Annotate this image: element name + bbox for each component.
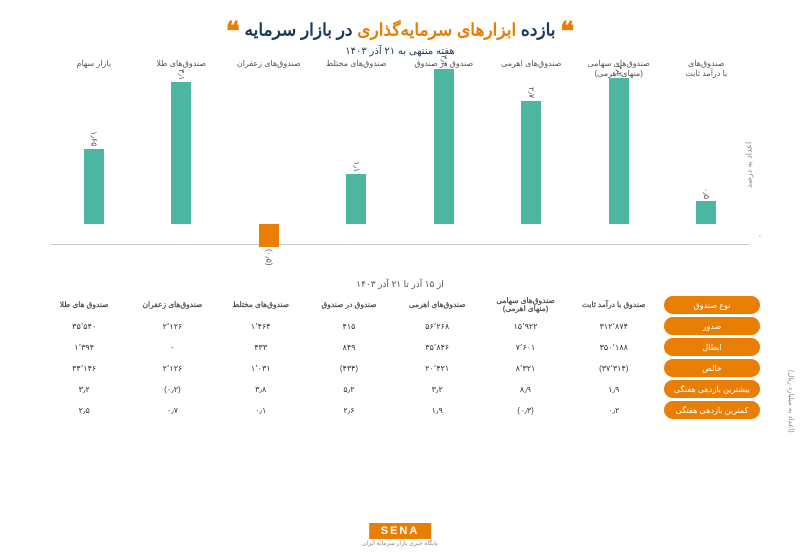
bar-column: صندوق‌های طلا۳٫۱ — [146, 65, 216, 244]
data-table: نوع صندوق صدور ابطال خالص بیشترین بازدهی هفت… — [40, 296, 760, 422]
table-cell: ۴۱۵ — [305, 320, 393, 333]
bar-column: صندوق‌هایبا درآمد ثابت۰٫۵ — [671, 65, 741, 244]
table-cell: ۳٫۸ — [217, 383, 305, 396]
table-cell: ۳۵۰٬۱۸۸ — [570, 341, 658, 354]
table-cell: ۰٫۷ — [128, 404, 216, 417]
table-row-header: خالص — [664, 359, 760, 377]
bar-value-label: ۱٫۶۵ — [89, 131, 98, 147]
table-cell: ۱۵٬۹۲۲ — [481, 320, 569, 333]
table-row-header: ابطال — [664, 338, 760, 356]
bar-category-label: صندوق‌های زعفران — [234, 59, 304, 69]
table-cell: ۱٬۴۶۴ — [217, 320, 305, 333]
table-column-header: صندوق‌های مختلط — [217, 299, 305, 311]
table-cell: ۱٬۳۹۴ — [40, 341, 128, 354]
table-cell: (۰٫۳) — [481, 404, 569, 417]
bar-category-label: صندوق‌های طلا — [146, 59, 216, 69]
table-row-header: نوع صندوق — [664, 296, 760, 314]
table-cell: ۸٫۹ — [481, 383, 569, 396]
table-row-header: کمترین بازدهی هفتگی — [664, 401, 760, 419]
bar: ۳٫۲ — [609, 78, 629, 224]
bar: ۳٫۱ — [171, 82, 191, 224]
table-cell: ۲٬۱۲۶ — [128, 320, 216, 333]
table-cell: (۰٫۲) — [128, 383, 216, 396]
bar-column: صندوق‌های مختلط۱٫۱ — [321, 65, 391, 244]
table-cell: ۳۵٬۸۴۶ — [393, 341, 481, 354]
table-cell: ۵٫۲ — [305, 383, 393, 396]
bar-chart: اعداد به درصد ۰ صندوق‌هایبا درآمد ثابت۰٫… — [50, 65, 750, 265]
y-tick: ۰ — [758, 232, 762, 241]
table-cell: ۰٫۱ — [217, 404, 305, 417]
bar-value-label: ۳٫۴ — [439, 55, 448, 66]
bar: ۳٫۴ — [434, 69, 454, 224]
table-cell: ۲٫۶ — [305, 404, 393, 417]
bar-value-label: ۲٫۷ — [527, 87, 536, 98]
bar-column: بازار سهام۱٫۶۵ — [59, 65, 129, 244]
title-highlight: ابزارهای سرمایه‌گذاری — [357, 20, 516, 39]
table-row: ۳۵۰٬۱۸۸۷٬۶۰۱۳۵٬۸۴۶۸۴۹۴۳۳-۱٬۳۹۴ — [40, 338, 658, 356]
bar-category-label: بازار سهام — [59, 59, 129, 69]
table-cell: ۳٫۲ — [393, 383, 481, 396]
table-row: ۱٫۹۸٫۹۳٫۲۵٫۲۳٫۸(۰٫۲)۳٫۲ — [40, 380, 658, 398]
table-column-header: صندوق‌های سهامی(منهای اهرمی) — [481, 295, 569, 316]
table-cell: ۰٫۲ — [570, 404, 658, 417]
table-row: ۰٫۲(۰٫۳)۱٫۹۲٫۶۰٫۱۰٫۷۲٫۵ — [40, 401, 658, 419]
bar-column: صندوق‌های سهامی(منهای اهرمی)۳٫۲ — [584, 65, 654, 244]
bar: ۰٫۵ — [696, 201, 716, 224]
logo-subtitle: پایگاه خبری بازار سرمایه ایران — [362, 540, 438, 547]
header: ❝ بازده ابزارهای سرمایه‌گذاری در بازار س… — [30, 18, 770, 57]
table-row-header: بیشترین بازدهی هفتگی — [664, 380, 760, 398]
table-cell: - — [128, 341, 216, 354]
footer: SENA پایگاه خبری بازار سرمایه ایران — [362, 523, 438, 547]
bar-category-label: صندوق‌های اهرمی — [496, 59, 566, 69]
table-cell: ۸٬۳۲۱ — [481, 362, 569, 375]
title-pre: بازده — [516, 20, 555, 39]
bar-value-label: ۳٫۲ — [614, 65, 623, 76]
table-cell: ۳۱۲٬۸۷۴ — [570, 320, 658, 333]
bar: ۱٫۶۵ — [84, 149, 104, 224]
quote-left-icon: ❝ — [226, 16, 240, 46]
bar-value-label: (۰٫۵) — [264, 249, 273, 266]
subtitle: هفته منتهی به ۲۱ آذر ۱۴۰۳ — [30, 46, 770, 57]
table-cell: ۱٫۹ — [570, 383, 658, 396]
title-post: در بازار سرمایه — [244, 20, 357, 39]
bar-column: صندوق‌های زعفران(۰٫۵) — [234, 65, 304, 244]
bar-category-label: صندوق‌های مختلط — [321, 59, 391, 69]
bar-value-label: ۱٫۱ — [352, 161, 361, 172]
table-column-header: صندوق با درآمد ثابت — [570, 299, 658, 311]
quote-right-icon: ❝ — [560, 16, 574, 46]
table-cell: ۲٫۵ — [40, 404, 128, 417]
table-cell: ۸۴۹ — [305, 341, 393, 354]
table-cell: ۵۶٬۲۶۸ — [393, 320, 481, 333]
table-cell: ۴۳۳ — [217, 341, 305, 354]
table-cell: ۳۴٬۱۴۶ — [40, 362, 128, 375]
bar-column: صندوق در صندوق۳٫۴ — [409, 65, 479, 244]
table-cell: (۳۷٬۳۱۴) — [570, 362, 658, 375]
table-side-label: (اعداد به میلیارد ریال) — [786, 370, 794, 433]
page-title: ❝ بازده ابزارهای سرمایه‌گذاری در بازار س… — [226, 18, 575, 44]
bar: ۱٫۱ — [346, 174, 366, 224]
bar-column: صندوق‌های اهرمی۲٫۷ — [496, 65, 566, 244]
table-cell: ۲۰٬۴۲۱ — [393, 362, 481, 375]
table-cell: ۱٬۰۳۱ — [217, 362, 305, 375]
table-row-header: صدور — [664, 317, 760, 335]
table-column-header: صندوق های طلا — [40, 299, 128, 311]
table-row: (۳۷٬۳۱۴)۸٬۳۲۱۲۰٬۴۲۱(۴۳۴)۱٬۰۳۱۲٬۱۲۶۳۴٬۱۴۶ — [40, 359, 658, 377]
table-cell: ۷٬۶۰۱ — [481, 341, 569, 354]
bar: ۲٫۷ — [521, 101, 541, 224]
bar-value-label: ۰٫۵ — [702, 188, 711, 199]
bar-value-label: ۳٫۱ — [177, 69, 186, 80]
table-column-header: صندوق‌های اهرمی — [393, 299, 481, 311]
table-cell: ۳۵٬۵۴۰ — [40, 320, 128, 333]
table-cell: ۲٬۱۲۶ — [128, 362, 216, 375]
table-cell: ۱٫۹ — [393, 404, 481, 417]
bar: (۰٫۵) — [259, 224, 279, 247]
table-row: ۳۱۲٬۸۷۴۱۵٬۹۲۲۵۶٬۲۶۸۴۱۵۱٬۴۶۴۲٬۱۲۶۳۵٬۵۴۰ — [40, 317, 658, 335]
table-column-header: صندوق‌های زعفران — [128, 299, 216, 311]
logo: SENA — [369, 523, 432, 539]
bar-category-label: صندوق‌هایبا درآمد ثابت — [671, 59, 741, 78]
table-title: از ۱۵ آذر تا ۲۱ آذر ۱۴۰۳ — [30, 279, 770, 290]
table-column-header: صندوق در صندوق — [305, 299, 393, 311]
table-cell: (۴۳۴) — [305, 362, 393, 375]
table-cell: ۳٫۲ — [40, 383, 128, 396]
